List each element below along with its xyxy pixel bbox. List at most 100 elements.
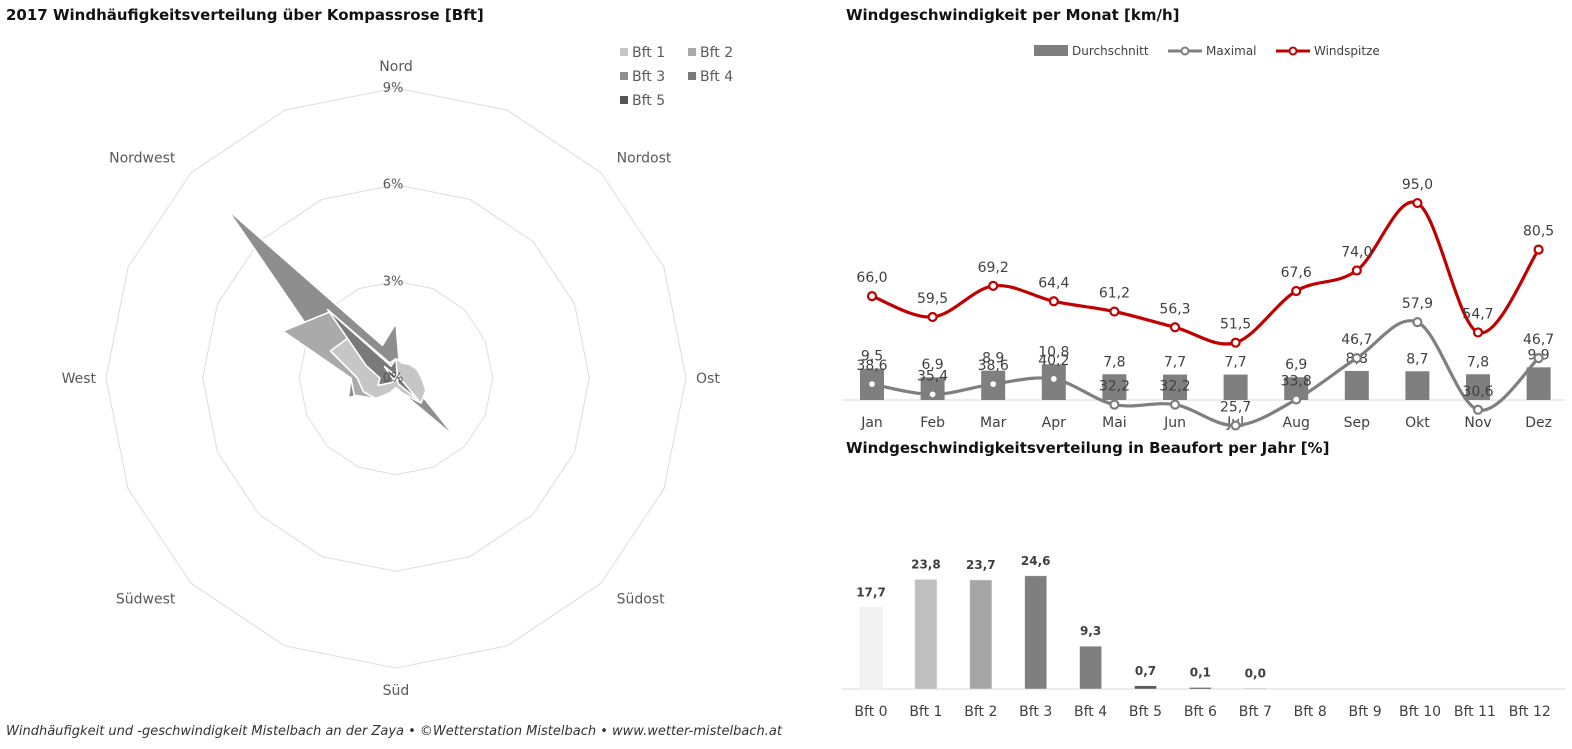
beaufort-bar-label: 0,0	[1245, 666, 1266, 680]
windspitze-point-label: 54,7	[1462, 306, 1493, 322]
maximal-point	[1048, 373, 1059, 385]
beaufort-bar-label: 17,7	[856, 586, 886, 600]
windspitze-point	[988, 280, 999, 291]
legend-swatch-bft-1	[620, 48, 628, 56]
legend-label: Windspitze	[1314, 44, 1380, 58]
radar-grid-ring	[202, 184, 590, 572]
beaufort-bar-label: 0,7	[1135, 664, 1156, 678]
radar-grid-ring	[105, 87, 687, 669]
average-bar-label: 7,7	[1224, 355, 1246, 371]
beaufort-bar	[1244, 688, 1267, 690]
beaufort-tick-label: Bft 9	[1349, 704, 1382, 720]
windspitze-point	[866, 291, 878, 302]
average-bar-label: 10,8	[1038, 344, 1069, 360]
maximal-point-label: 38,6	[978, 358, 1009, 374]
radar-tick-label: 6%	[383, 178, 404, 193]
average-bar	[1344, 370, 1369, 400]
windspitze-point	[927, 311, 938, 323]
beaufort-tick-label: Bft 4	[1074, 704, 1107, 720]
average-bar-label: 9,5	[861, 349, 883, 365]
windspitze-point	[1472, 327, 1484, 338]
beaufort-bar-label: 23,8	[911, 558, 941, 572]
maximal-point	[927, 389, 938, 400]
beaufort-bar	[1189, 687, 1212, 690]
legend-label: Durchschnitt	[1072, 44, 1149, 58]
average-bar	[1526, 367, 1551, 400]
month-tick-label: Mar	[980, 415, 1007, 431]
radar-tick-label: 9%	[383, 81, 404, 96]
beaufort-bar	[969, 579, 993, 690]
monthly-chart-title: Windgeschwindigkeit per Monat [km/h]	[846, 6, 1180, 24]
legend-swatch-bft-4	[688, 72, 696, 80]
radar-direction-label: Süd	[383, 683, 410, 699]
beaufort-bar-label: 0,1	[1190, 666, 1211, 680]
beaufort-bar-label: 24,6	[1021, 554, 1051, 568]
windspitze-point-label: 56,3	[1159, 301, 1190, 317]
average-bar	[1405, 371, 1430, 400]
beaufort-bar-label: 9,3	[1080, 624, 1101, 638]
radar-direction-label: Südost	[617, 592, 666, 608]
month-tick-label: Jun	[1163, 415, 1186, 431]
windspitze-point	[1412, 197, 1423, 209]
windspitze-point-label: 80,5	[1523, 224, 1554, 240]
maximal-point	[866, 378, 878, 390]
beaufort-tick-label: Bft 8	[1294, 704, 1327, 720]
maximal-point	[1169, 399, 1181, 410]
legend-swatch-bft-2	[688, 48, 696, 56]
maximal-point-label: 30,6	[1462, 384, 1493, 400]
maximal-point-label: 33,8	[1281, 374, 1312, 390]
windspitze-point-label: 66,0	[856, 270, 887, 286]
beaufort-tick-label: Bft 7	[1239, 704, 1272, 720]
windspitze-point	[1169, 322, 1181, 333]
month-tick-label: Feb	[920, 415, 945, 431]
average-bar-label: 8,7	[1406, 351, 1428, 367]
legend-marker-windspitze	[1288, 46, 1298, 56]
month-tick-label: Aug	[1283, 415, 1310, 431]
month-tick-label: Dez	[1525, 415, 1552, 431]
maximal-point	[1533, 352, 1544, 364]
beaufort-tick-label: Bft 2	[964, 704, 997, 720]
beaufort-bar	[914, 579, 938, 690]
legend-label: Bft 1	[632, 45, 665, 61]
wind-rose-radar-chart: 0% 3% 6% 9% Nord Nordost Ost Südost Süd Südwest We…	[62, 45, 734, 699]
legend-swatch-bft-3	[620, 72, 628, 80]
legend-label: Bft 2	[700, 45, 733, 61]
windspitze-point	[1291, 285, 1302, 297]
radar-direction-label: Südwest	[116, 592, 176, 608]
average-bar-label: 7,8	[1103, 354, 1125, 370]
windspitze-point-label: 69,2	[978, 260, 1009, 276]
average-bar-label: 6,9	[921, 357, 943, 373]
beaufort-bar	[1079, 645, 1102, 690]
legend-label: Bft 3	[632, 69, 665, 85]
radar-tick-label: 3%	[383, 274, 404, 289]
legend-label: Maximal	[1206, 44, 1257, 58]
radar-direction-label: Nord	[379, 59, 412, 75]
beaufort-tick-label: Bft 11	[1454, 704, 1496, 720]
beaufort-bar-label: 23,7	[966, 558, 996, 572]
maximal-point-label: 57,9	[1402, 296, 1433, 312]
radar-direction-label: West	[62, 371, 97, 387]
beaufort-distribution-chart: 17,7 Bft 0 23,8 Bft 1 23,7 Bft 2 24,6 Bft 3 9,3 B…	[842, 554, 1565, 720]
beaufort-tick-label: Bft 6	[1184, 704, 1217, 720]
windspitze-point-label: 61,2	[1099, 286, 1130, 302]
average-bar	[1466, 374, 1490, 400]
windspitze-point-label: 64,4	[1038, 275, 1069, 291]
month-tick-label: Apr	[1042, 415, 1066, 431]
radar-chart-title: 2017 Windhäufigkeitsverteilung über Komp…	[6, 6, 484, 24]
maximal-point	[1291, 394, 1302, 405]
beaufort-tick-label: Bft 10	[1399, 704, 1441, 720]
month-tick-label: Jan	[860, 415, 883, 431]
maximal-point	[1412, 317, 1423, 328]
beaufort-tick-label: Bft 0	[854, 704, 887, 720]
average-bar-label: 8,9	[982, 351, 1004, 367]
month-tick-label: Sep	[1344, 415, 1371, 431]
windspitze-point	[1230, 337, 1241, 348]
footer-credits: Windhäufigkeit und -geschwindigkeit Mist…	[6, 724, 782, 739]
beaufort-tick-label: Bft 5	[1129, 704, 1162, 720]
beaufort-tick-label: Bft 3	[1019, 704, 1052, 720]
legend-marker-maximal	[1180, 46, 1190, 56]
radar-direction-label: Nordwest	[109, 150, 176, 166]
windspitze-point	[1109, 306, 1120, 317]
monthly-wind-speed-chart: 9,56,98,910,87,87,77,76,98,88,77,89,9Jan…	[842, 44, 1565, 431]
